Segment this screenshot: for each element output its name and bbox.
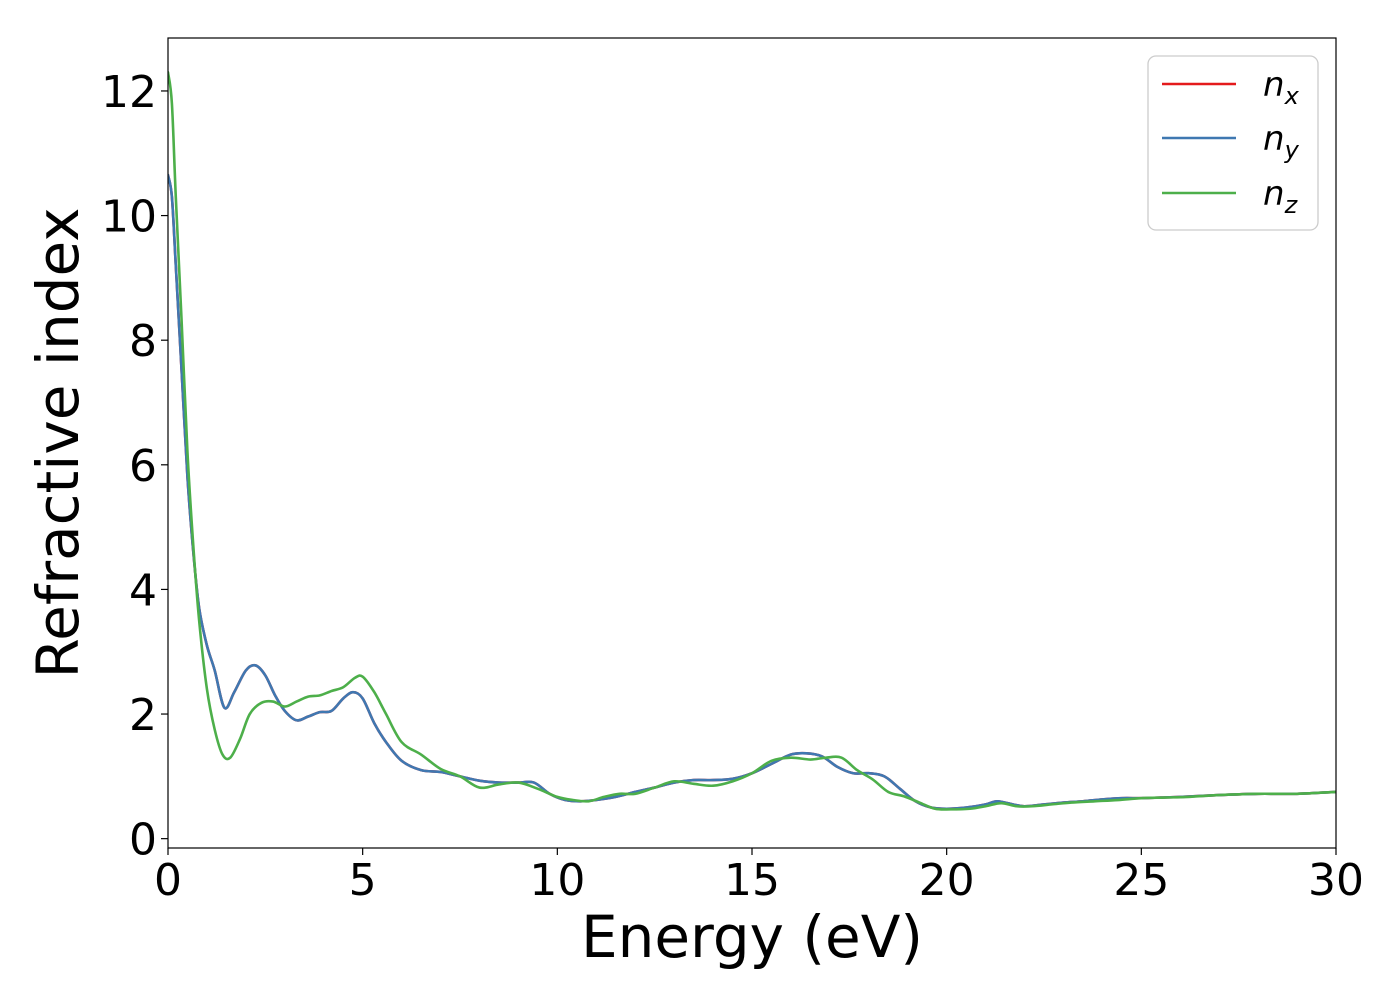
legend-label-subscript: y: [1284, 136, 1300, 164]
x-tick-label: 20: [919, 855, 975, 906]
y-tick-label: 10: [101, 192, 157, 243]
legend-label-base: n: [1263, 119, 1285, 159]
legend-label-ny: ny: [1263, 119, 1300, 164]
legend-label-subscript: z: [1284, 191, 1299, 219]
y-tick-label: 6: [129, 441, 157, 492]
x-tick-label: 15: [724, 855, 780, 906]
series-line-nz: [168, 70, 1336, 811]
legend-label-nz: nz: [1263, 174, 1299, 219]
y-axis-label: Refractive index: [24, 207, 92, 678]
x-tick-label: 10: [529, 855, 585, 906]
y-tick-label: 12: [101, 67, 157, 118]
y-tick-label: 4: [129, 565, 157, 616]
y-tick-label: 2: [129, 690, 157, 741]
x-tick-label: 30: [1308, 855, 1364, 906]
x-tick-label: 0: [154, 855, 182, 906]
x-tick-label: 5: [349, 855, 377, 906]
y-tick-label: 8: [129, 316, 157, 367]
legend-label-subscript: x: [1284, 82, 1300, 110]
legend-box: [1147, 55, 1319, 231]
y-axis-ticks: 0 2 4 6 8 10 12: [101, 67, 168, 866]
x-tick-label: 25: [1113, 855, 1169, 906]
legend-label-base: n: [1263, 65, 1285, 105]
series-lines: [168, 70, 1336, 811]
y-tick-label: 0: [129, 815, 157, 866]
legend-label-base: n: [1263, 174, 1285, 214]
x-axis-ticks: 0 5 10 15 20 25 30: [154, 848, 1364, 906]
legend-label-nx: nx: [1263, 65, 1300, 110]
x-axis-label: Energy (eV): [581, 903, 923, 971]
